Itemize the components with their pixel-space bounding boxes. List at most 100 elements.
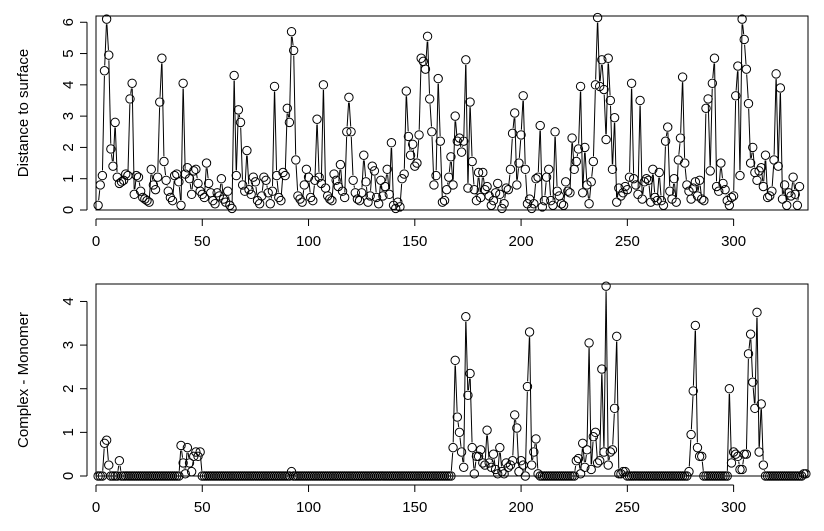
series-segment [106, 445, 109, 460]
data-point [514, 158, 524, 168]
series-segment [499, 452, 502, 467]
data-point [765, 191, 775, 201]
series-segment [793, 182, 796, 190]
series-segment [385, 174, 388, 182]
data-point [395, 202, 405, 212]
data-point [641, 174, 652, 184]
series-segment [512, 420, 515, 456]
data-point [467, 156, 477, 167]
data-point [705, 166, 715, 176]
data-point [548, 200, 558, 211]
series-segment [316, 124, 320, 172]
data-point [739, 449, 749, 459]
series-segment [191, 176, 194, 190]
data-point [174, 177, 184, 187]
data-point [760, 150, 771, 160]
series-segment [571, 143, 575, 165]
series-segment [748, 108, 751, 158]
data-point [563, 186, 573, 196]
data-point [635, 95, 645, 106]
data-point [454, 427, 465, 438]
x-tick-label: 100 [296, 233, 321, 250]
data-point [692, 442, 703, 453]
data-point [178, 458, 188, 468]
series-segment [455, 121, 458, 137]
data-point [573, 144, 584, 154]
series-segment [331, 179, 335, 196]
data-point [121, 169, 131, 179]
series-segment [735, 71, 738, 91]
data-point [699, 195, 709, 206]
data-point [512, 180, 522, 190]
data-point [671, 197, 681, 207]
series-segment [478, 177, 481, 193]
data-point [439, 195, 450, 206]
series-segment [276, 180, 279, 193]
series-segment [493, 459, 496, 465]
data-point [722, 471, 732, 481]
data-point [673, 155, 684, 165]
series-segment [452, 121, 456, 180]
series-segment [599, 64, 602, 82]
data-point [180, 469, 190, 479]
series-segment [714, 63, 718, 182]
data-point [452, 136, 463, 146]
data-point [622, 184, 633, 195]
data-point [95, 180, 105, 190]
data-point [106, 144, 116, 154]
data-point [512, 423, 522, 433]
data-point [480, 184, 490, 195]
series-segment [742, 24, 745, 35]
series-segment [663, 146, 666, 201]
data-point [499, 469, 509, 479]
data-point [172, 169, 182, 179]
series-segment [629, 88, 632, 172]
series-segment [448, 161, 451, 173]
series-segment [465, 64, 469, 183]
data-point [739, 34, 749, 45]
series-segment [639, 105, 643, 194]
series-segment [480, 177, 483, 193]
data-point [607, 445, 618, 455]
y-tick-label: 2 [60, 143, 77, 151]
data-point [420, 64, 431, 74]
data-point [578, 188, 588, 198]
data-point [456, 447, 467, 457]
series-segment [535, 444, 539, 469]
data-point [133, 172, 144, 182]
data-point [244, 184, 254, 195]
data-point [199, 192, 210, 203]
data-point [599, 447, 609, 457]
data-point [169, 471, 180, 481]
data-point [565, 471, 575, 481]
data-point [101, 435, 112, 445]
data-point [701, 103, 711, 114]
data-point [195, 186, 205, 196]
data-point [639, 177, 650, 187]
data-point [697, 451, 707, 462]
data-point [189, 166, 199, 176]
data-point [176, 440, 186, 451]
data-point [482, 425, 492, 435]
data-point [786, 191, 796, 201]
data-point [424, 94, 435, 104]
data-point [286, 26, 297, 37]
data-point [131, 170, 142, 181]
data-point [114, 456, 125, 466]
data-point [775, 83, 786, 93]
series-segment [726, 393, 730, 471]
data-point [433, 73, 443, 84]
data-point [259, 172, 269, 182]
data-point [282, 103, 292, 114]
series-segment [164, 166, 167, 176]
data-point [605, 95, 616, 106]
series-segment [688, 439, 692, 467]
series-segment [616, 193, 619, 198]
series-segment [667, 132, 671, 187]
series-segment [418, 63, 422, 130]
series-segment [233, 80, 237, 171]
series-segment [771, 165, 775, 187]
data-point [469, 184, 480, 195]
data-point [356, 188, 367, 198]
